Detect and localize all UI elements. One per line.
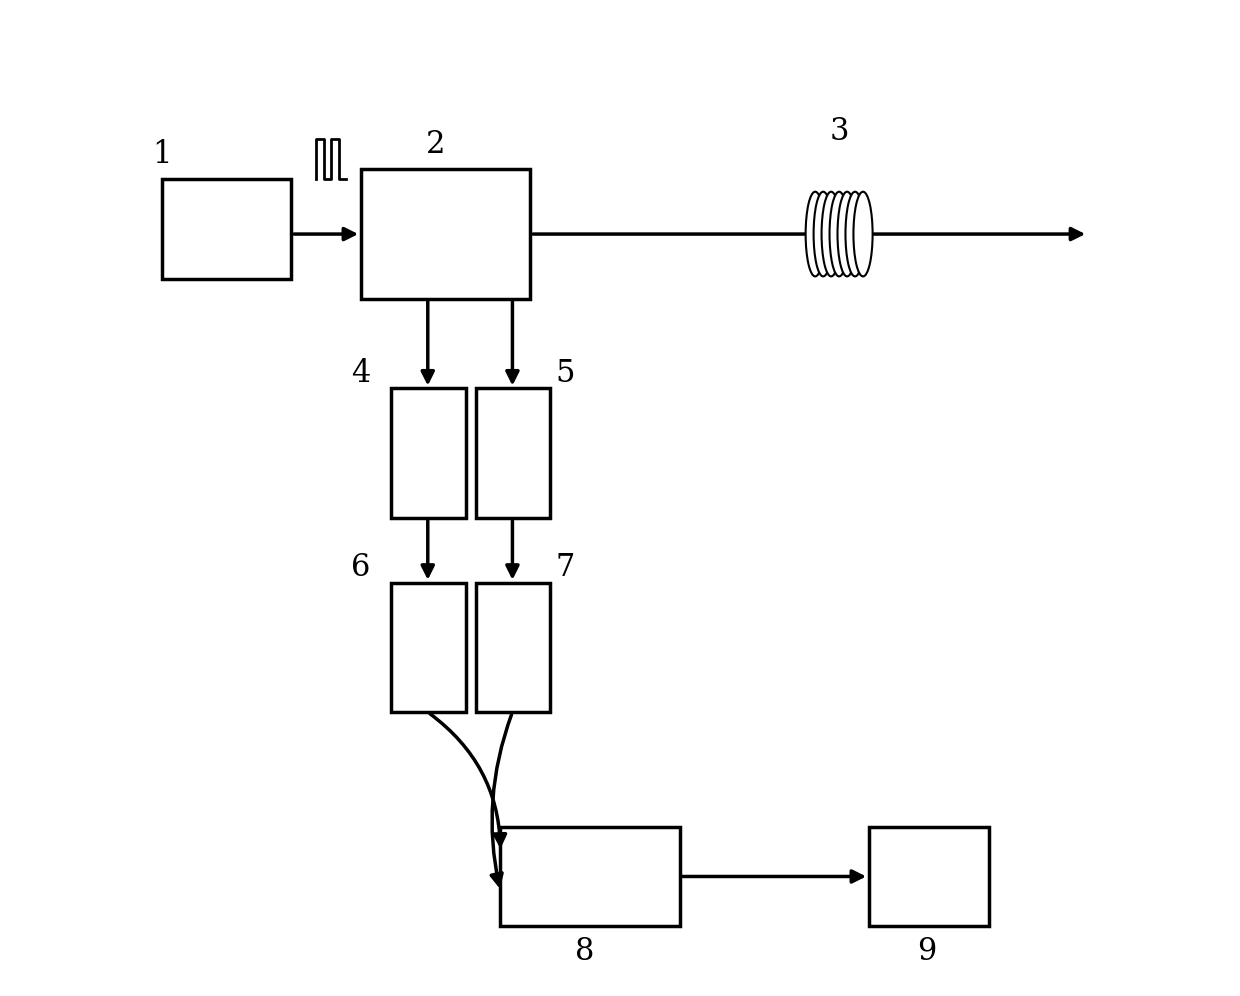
Text: 4: 4: [351, 358, 371, 389]
FancyBboxPatch shape: [162, 179, 291, 279]
FancyBboxPatch shape: [391, 388, 466, 518]
Text: 9: 9: [918, 935, 936, 967]
Text: 3: 3: [830, 117, 849, 147]
FancyBboxPatch shape: [391, 583, 466, 712]
FancyBboxPatch shape: [476, 583, 551, 712]
Text: 7: 7: [556, 552, 575, 584]
Ellipse shape: [830, 191, 848, 277]
FancyBboxPatch shape: [869, 827, 988, 926]
FancyBboxPatch shape: [501, 827, 680, 926]
Text: 1: 1: [153, 138, 171, 170]
Text: 8: 8: [575, 935, 595, 967]
FancyBboxPatch shape: [476, 388, 551, 518]
FancyBboxPatch shape: [361, 169, 531, 299]
Text: 2: 2: [427, 128, 445, 160]
Ellipse shape: [813, 191, 833, 277]
Text: 5: 5: [556, 358, 575, 389]
Ellipse shape: [846, 191, 864, 277]
Ellipse shape: [853, 191, 873, 277]
Ellipse shape: [806, 191, 825, 277]
Ellipse shape: [822, 191, 841, 277]
Text: 6: 6: [351, 552, 371, 584]
Ellipse shape: [837, 191, 857, 277]
